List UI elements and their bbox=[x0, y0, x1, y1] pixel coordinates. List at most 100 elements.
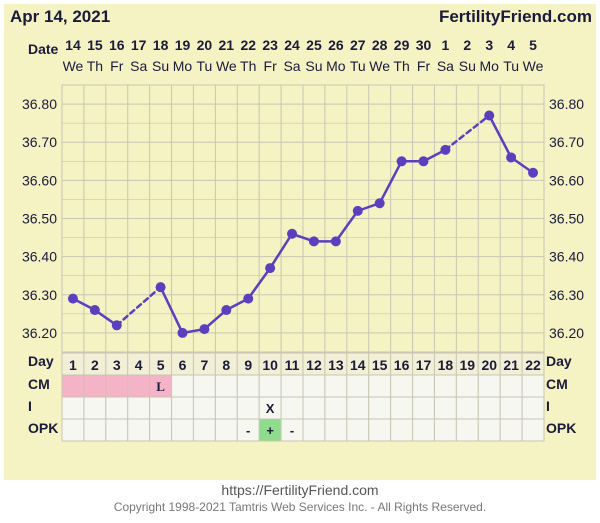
temperature-point bbox=[111, 320, 122, 331]
cm-cell bbox=[214, 374, 238, 398]
cm-cell bbox=[171, 374, 194, 398]
opk-cell bbox=[83, 418, 107, 442]
temperature-series bbox=[67, 110, 539, 338]
y-tick-label: 36.40 bbox=[549, 249, 584, 265]
temperature-point bbox=[396, 156, 407, 167]
day-number: 22 bbox=[525, 357, 541, 373]
opk-cell bbox=[455, 418, 479, 442]
weekday-label: Th bbox=[240, 58, 256, 74]
cm-cell bbox=[324, 374, 348, 398]
temperature-point bbox=[287, 228, 298, 239]
temperature-segment bbox=[487, 114, 513, 159]
temperature-point bbox=[374, 198, 385, 209]
temperature-point bbox=[506, 152, 517, 163]
weekday-label: Tu bbox=[503, 58, 519, 74]
opk-result: - bbox=[290, 423, 294, 438]
weekday-labels: We Th Fr Sa Su Mo Tu We Th Fr Sa Su Mo Tu We Th Fr Sa Su Mo… bbox=[63, 58, 544, 74]
temperature-point bbox=[484, 110, 495, 121]
i-row-label-right: I bbox=[546, 398, 550, 414]
weekday-label: Mo bbox=[173, 58, 193, 74]
opk-cell bbox=[521, 418, 545, 442]
temperature-segment bbox=[246, 266, 272, 300]
day-number: 11 bbox=[285, 357, 300, 373]
day-number: 17 bbox=[416, 357, 432, 373]
cm-cell bbox=[390, 374, 414, 398]
date-label: 19 bbox=[175, 37, 191, 53]
y-tick-label: 36.30 bbox=[22, 287, 57, 303]
day-row-label-right: Day bbox=[546, 353, 572, 369]
cm-cell bbox=[433, 374, 457, 398]
day-number: 18 bbox=[438, 357, 454, 373]
day-number: 3 bbox=[113, 357, 121, 373]
date-label: 2 bbox=[463, 37, 471, 53]
day-number: 20 bbox=[481, 357, 497, 373]
weekday-label: Fr bbox=[417, 58, 431, 74]
opk-cell bbox=[412, 418, 435, 442]
temperature-segment bbox=[268, 232, 294, 270]
opk-cell bbox=[390, 418, 414, 442]
weekday-label: We bbox=[216, 58, 237, 74]
opk-cell bbox=[192, 418, 216, 442]
y-tick-label: 36.50 bbox=[549, 211, 584, 227]
date-label: 3 bbox=[485, 37, 493, 53]
weekday-label: We bbox=[523, 58, 544, 74]
cm-cell bbox=[477, 374, 501, 398]
temperature-point bbox=[221, 305, 232, 316]
cm-cell bbox=[258, 374, 282, 398]
day-number: 9 bbox=[244, 357, 252, 373]
y-tick-label: 36.50 bbox=[22, 211, 57, 227]
cm-row-label-right: CM bbox=[546, 376, 568, 392]
i-cell bbox=[302, 396, 326, 420]
weekday-label: Mo bbox=[326, 58, 346, 74]
opk-result: - bbox=[246, 423, 250, 438]
y-tick-label: 36.20 bbox=[22, 325, 57, 341]
cm-cell bbox=[455, 374, 479, 398]
y-tick-label: 36.40 bbox=[22, 249, 57, 265]
date-label: 17 bbox=[131, 37, 147, 53]
date-label: 26 bbox=[328, 37, 344, 53]
temperature-point bbox=[177, 327, 188, 338]
intercourse-mark: X bbox=[266, 401, 275, 416]
weekday-label: Th bbox=[87, 58, 103, 74]
opk-result: + bbox=[266, 423, 274, 438]
y-tick-label: 36.20 bbox=[549, 325, 584, 341]
i-cell bbox=[412, 396, 435, 420]
i-cell bbox=[280, 396, 304, 420]
weekday-label: Tu bbox=[196, 58, 212, 74]
day-number: 10 bbox=[262, 357, 278, 373]
weekday-label: Sa bbox=[283, 58, 300, 74]
cm-cell bbox=[105, 374, 129, 398]
date-label: 27 bbox=[350, 37, 366, 53]
temperature-point bbox=[89, 305, 100, 316]
date-label: 30 bbox=[416, 37, 432, 53]
opk-cell bbox=[477, 418, 501, 442]
footer-url-link[interactable]: https://FertilityFriend.com bbox=[221, 482, 378, 498]
i-cell bbox=[324, 396, 348, 420]
y-tick-label: 36.70 bbox=[549, 134, 584, 150]
y-tick-label: 36.70 bbox=[22, 134, 57, 150]
y-tick-label: 36.60 bbox=[22, 172, 57, 188]
day-number: 7 bbox=[201, 357, 209, 373]
day-number: 15 bbox=[372, 357, 388, 373]
i-cell bbox=[127, 396, 151, 420]
i-cell bbox=[477, 396, 501, 420]
i-cell bbox=[192, 396, 216, 420]
opk-cell bbox=[433, 418, 457, 442]
day-number: 12 bbox=[306, 357, 322, 373]
i-cell bbox=[149, 396, 173, 420]
cm-row-label: CM bbox=[28, 376, 50, 392]
chart-date-label: Apr 14, 2021 bbox=[10, 7, 110, 26]
date-label: 15 bbox=[87, 37, 103, 53]
temperature-point bbox=[308, 236, 319, 247]
date-label: 25 bbox=[306, 37, 322, 53]
opk-cell bbox=[214, 418, 238, 442]
i-row-label: I bbox=[28, 398, 32, 414]
day-number: 5 bbox=[157, 357, 165, 373]
cm-cell bbox=[61, 374, 85, 398]
weekday-label: Sa bbox=[437, 58, 454, 74]
opk-cell bbox=[499, 418, 523, 442]
y-tick-label: 36.30 bbox=[549, 287, 584, 303]
i-cell bbox=[214, 396, 238, 420]
cm-cell bbox=[346, 374, 370, 398]
temperature-point bbox=[265, 263, 276, 274]
